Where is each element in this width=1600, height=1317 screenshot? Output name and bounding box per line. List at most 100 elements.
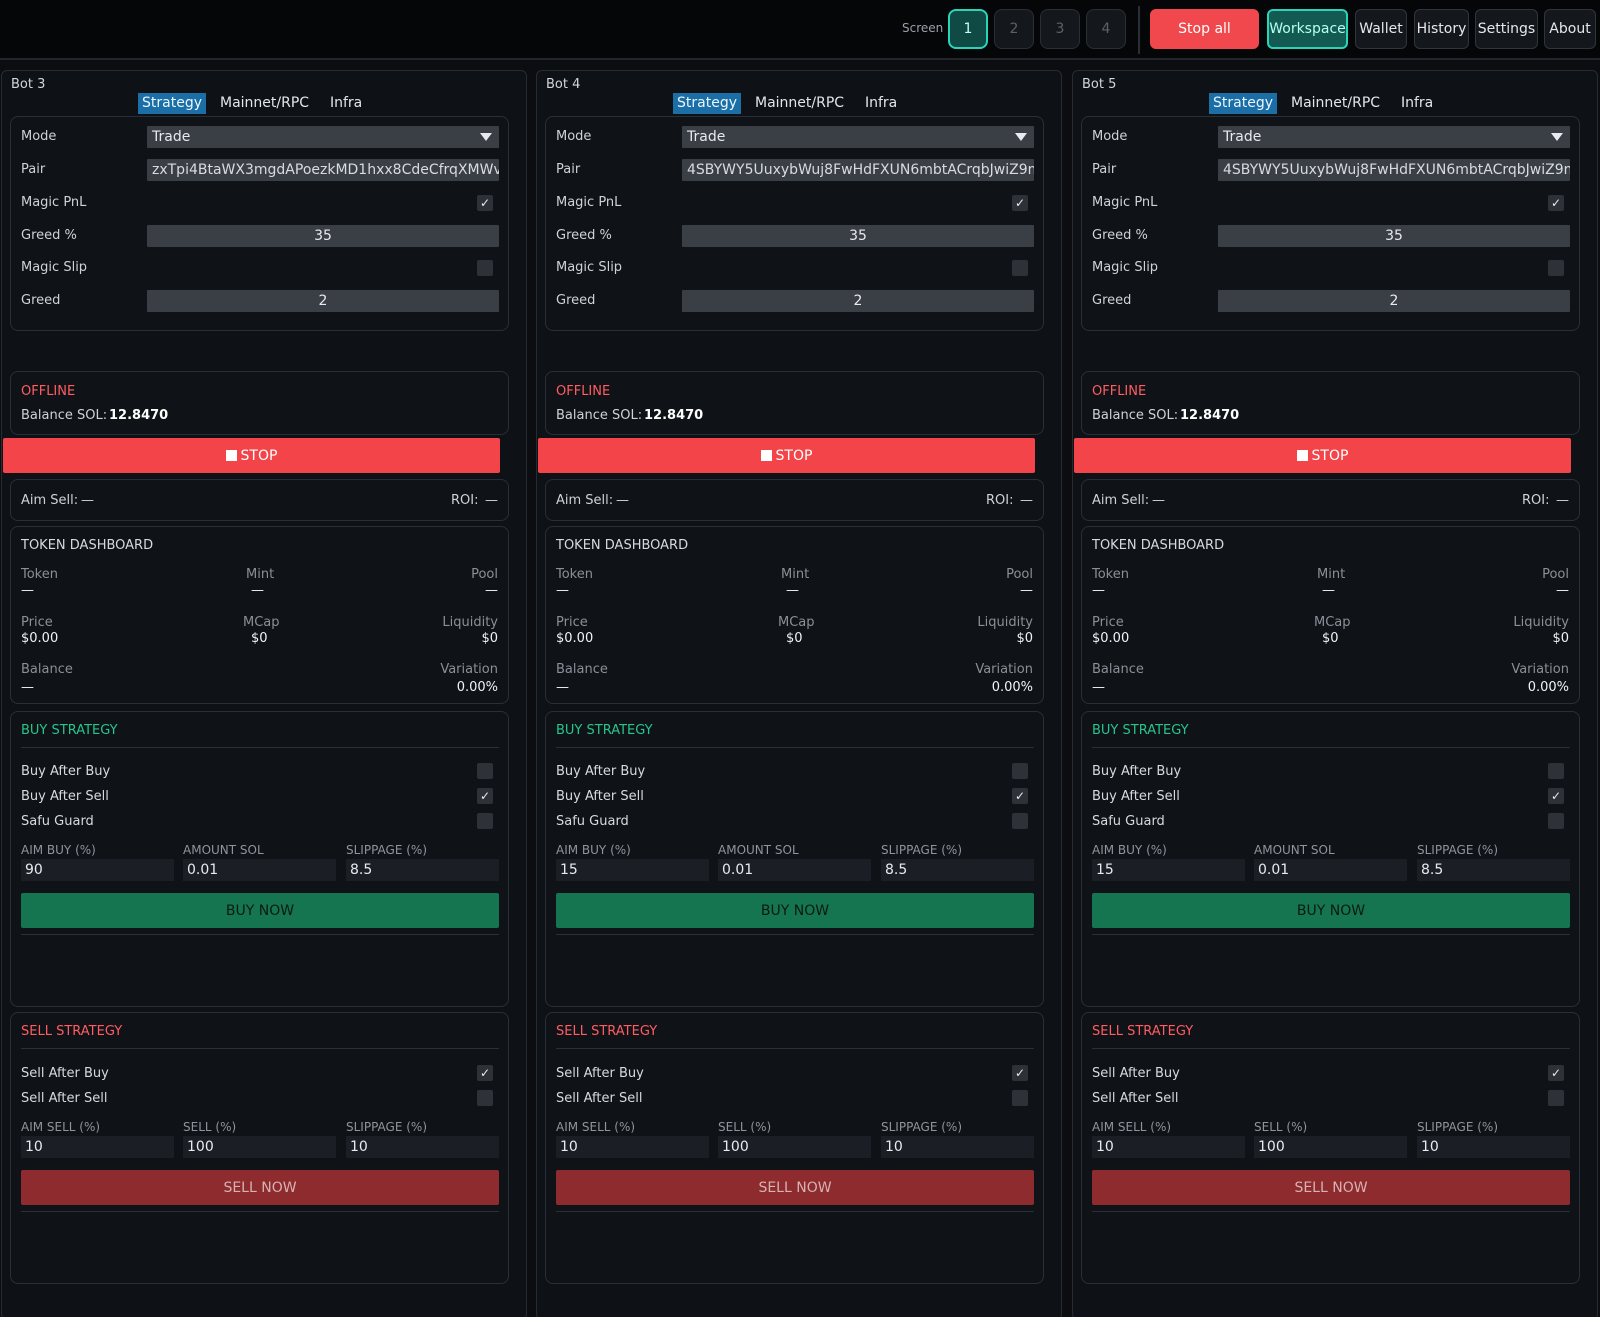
mode-select[interactable]: Trade: [1218, 126, 1570, 148]
buy-now-button[interactable]: BUY NOW: [556, 893, 1034, 928]
aim-sell-value: —: [1152, 493, 1165, 508]
tab-strategy[interactable]: Strategy: [673, 93, 741, 114]
screen-2-button[interactable]: 2: [994, 9, 1034, 49]
strategy-settings-panel: Mode Trade Pair 4SBYWY5UuxybWuj8FwHdFXUN…: [545, 116, 1044, 331]
aim-roi-panel: Aim Sell: — ROI: —: [1081, 479, 1580, 521]
sell-slippage-input[interactable]: 10: [881, 1136, 1034, 1158]
buy-after-sell-checkbox[interactable]: ✓: [1012, 788, 1028, 804]
tab-mainnet-rpc[interactable]: Mainnet/RPC: [1291, 95, 1381, 111]
greed-pct-input[interactable]: 35: [682, 225, 1034, 247]
safu-guard-checkbox[interactable]: [477, 813, 493, 829]
tab-mainnet-rpc[interactable]: Mainnet/RPC: [755, 95, 845, 111]
mint-value: —: [786, 583, 799, 598]
stop-button[interactable]: STOP: [538, 438, 1035, 473]
sell-after-buy-checkbox[interactable]: ✓: [477, 1065, 493, 1081]
sell-pct-input[interactable]: 100: [183, 1136, 336, 1158]
token-dashboard-title: TOKEN DASHBOARD: [1092, 538, 1225, 553]
tab-mainnet-rpc[interactable]: Mainnet/RPC: [220, 95, 310, 111]
sell-strategy-divider: [1092, 1048, 1570, 1049]
greed-pct-input[interactable]: 35: [1218, 225, 1570, 247]
tab-strategy[interactable]: Strategy: [1209, 93, 1277, 114]
buy-after-buy-checkbox[interactable]: [1548, 763, 1564, 779]
buy-slippage-input[interactable]: 8.5: [346, 859, 499, 881]
greed-input[interactable]: 2: [1218, 290, 1570, 312]
buy-after-buy-label: Buy After Buy: [21, 764, 111, 779]
sell-slippage-input[interactable]: 10: [1417, 1136, 1570, 1158]
history-button[interactable]: History: [1414, 9, 1469, 49]
sell-now-button[interactable]: SELL NOW: [1092, 1170, 1570, 1205]
magic-slip-checkbox[interactable]: [477, 260, 493, 276]
screen-4-button[interactable]: 4: [1086, 9, 1126, 49]
roi-value: —: [1020, 493, 1033, 508]
buy-now-button[interactable]: BUY NOW: [1092, 893, 1570, 928]
sell-after-sell-checkbox[interactable]: [1548, 1090, 1564, 1106]
buy-now-divider: [1092, 934, 1570, 935]
amount-sol-input[interactable]: 0.01: [1254, 859, 1407, 881]
buy-after-buy-checkbox[interactable]: [1012, 763, 1028, 779]
sell-pct-input[interactable]: 100: [1254, 1136, 1407, 1158]
settings-button[interactable]: Settings: [1475, 9, 1538, 49]
sell-after-buy-checkbox[interactable]: ✓: [1548, 1065, 1564, 1081]
sell-slippage-label: SLIPPAGE (%): [346, 1120, 428, 1134]
stop-icon: [760, 450, 772, 461]
amount-sol-input[interactable]: 0.01: [718, 859, 871, 881]
workspace-button[interactable]: Workspace: [1267, 9, 1348, 49]
pair-input[interactable]: 4SBYWY5UuxybWuj8FwHdFXUN6mbtACrqbJwiZ9m): [682, 159, 1034, 181]
aim-sell-pct-input[interactable]: 10: [1092, 1136, 1245, 1158]
magic-pnl-checkbox[interactable]: ✓: [1012, 195, 1028, 211]
pair-input[interactable]: 4SBYWY5UuxybWuj8FwHdFXUN6mbtACrqbJwiZ9m): [1218, 159, 1570, 181]
pair-input[interactable]: zxTpi4BtaWX3mgdAPoezkMD1hxx8CdeCfrqXMWvS…: [147, 159, 499, 181]
mcap-label: MCap: [1314, 615, 1351, 630]
stop-all-button[interactable]: Stop all: [1150, 9, 1259, 49]
price-label: Price: [21, 615, 53, 630]
mode-select[interactable]: Trade: [682, 126, 1034, 148]
aim-buy-input[interactable]: 90: [21, 859, 174, 881]
tab-strategy[interactable]: Strategy: [138, 93, 206, 114]
sell-now-button[interactable]: SELL NOW: [21, 1170, 499, 1205]
tab-infra[interactable]: Infra: [330, 95, 363, 111]
about-button[interactable]: About: [1544, 9, 1596, 49]
sell-slippage-input[interactable]: 10: [346, 1136, 499, 1158]
sell-after-sell-label: Sell After Sell: [556, 1091, 643, 1106]
token-dashboard-title: TOKEN DASHBOARD: [556, 538, 689, 553]
aim-sell-pct-input[interactable]: 10: [556, 1136, 709, 1158]
screen-3-button[interactable]: 3: [1040, 9, 1080, 49]
amount-sol-input[interactable]: 0.01: [183, 859, 336, 881]
stop-button[interactable]: STOP: [1074, 438, 1571, 473]
sell-pct-input[interactable]: 100: [718, 1136, 871, 1158]
sell-now-button[interactable]: SELL NOW: [556, 1170, 1034, 1205]
aim-buy-input[interactable]: 15: [1092, 859, 1245, 881]
buy-now-button[interactable]: BUY NOW: [21, 893, 499, 928]
mode-select[interactable]: Trade: [147, 126, 499, 148]
aim-sell-pct-input[interactable]: 10: [21, 1136, 174, 1158]
sell-after-sell-checkbox[interactable]: [477, 1090, 493, 1106]
greed-input[interactable]: 2: [147, 290, 499, 312]
sell-after-buy-checkbox[interactable]: ✓: [1012, 1065, 1028, 1081]
buy-after-sell-checkbox[interactable]: ✓: [1548, 788, 1564, 804]
liquidity-label: Liquidity: [442, 615, 498, 630]
bot-panel-3: Bot 3 Strategy Mainnet/RPC Infra Mode Tr…: [1, 70, 527, 1317]
screen-1-button[interactable]: 1: [948, 9, 988, 49]
buy-after-buy-checkbox[interactable]: [477, 763, 493, 779]
wallet-button[interactable]: Wallet: [1355, 9, 1407, 49]
buy-after-sell-checkbox[interactable]: ✓: [477, 788, 493, 804]
variation-label: Variation: [440, 662, 498, 677]
variation-label: Variation: [975, 662, 1033, 677]
buy-strategy-title: BUY STRATEGY: [21, 723, 118, 738]
magic-slip-checkbox[interactable]: [1012, 260, 1028, 276]
safu-guard-checkbox[interactable]: [1012, 813, 1028, 829]
aim-buy-input[interactable]: 15: [556, 859, 709, 881]
tab-infra[interactable]: Infra: [865, 95, 898, 111]
buy-slippage-input[interactable]: 8.5: [1417, 859, 1570, 881]
magic-pnl-checkbox[interactable]: ✓: [1548, 195, 1564, 211]
safu-guard-checkbox[interactable]: [1548, 813, 1564, 829]
greed-input[interactable]: 2: [682, 290, 1034, 312]
magic-slip-checkbox[interactable]: [1548, 260, 1564, 276]
stop-button[interactable]: STOP: [3, 438, 500, 473]
buy-slippage-input[interactable]: 8.5: [881, 859, 1034, 881]
magic-pnl-checkbox[interactable]: ✓: [477, 195, 493, 211]
liquidity-label: Liquidity: [1513, 615, 1569, 630]
tab-infra[interactable]: Infra: [1401, 95, 1434, 111]
greed-pct-input[interactable]: 35: [147, 225, 499, 247]
sell-after-sell-checkbox[interactable]: [1012, 1090, 1028, 1106]
